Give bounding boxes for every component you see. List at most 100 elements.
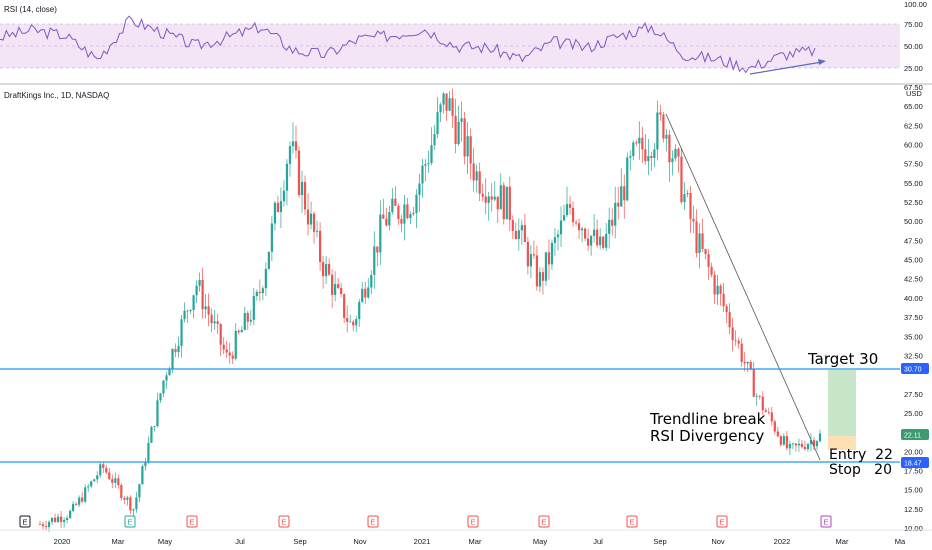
- candle-body: [174, 349, 177, 353]
- price-axis[interactable]: 67.50 65.00 62.50 60.00 57.50 55.00 52.50 50.00…: [904, 83, 923, 533]
- candle-body: [803, 447, 807, 450]
- candle-body: [328, 263, 331, 275]
- candle-body: [680, 156, 683, 203]
- candle-body: [418, 183, 421, 195]
- candle-body: [367, 287, 370, 298]
- earnings-marker[interactable]: E: [716, 515, 728, 528]
- candle-body: [84, 487, 87, 502]
- downtrend-line[interactable]: [665, 113, 821, 461]
- candle-body: [544, 252, 548, 281]
- candle-body: [590, 236, 593, 246]
- candle-body: [120, 485, 123, 499]
- candle-body: [294, 141, 298, 151]
- candle-body: [69, 510, 72, 518]
- candle-body: [56, 516, 60, 522]
- earnings-marker[interactable]: E: [538, 515, 550, 528]
- candle-body: [186, 310, 189, 312]
- candle-body: [469, 136, 472, 164]
- price-axis-label: 40.00: [904, 294, 923, 303]
- earnings-marker[interactable]: E: [626, 515, 638, 528]
- candle-body: [553, 237, 557, 243]
- candle-body: [183, 310, 186, 320]
- candle-body: [782, 436, 785, 445]
- candle-body: [165, 375, 168, 381]
- candle-body: [442, 93, 445, 105]
- candle-body: [659, 112, 662, 115]
- target-zone[interactable]: [828, 370, 856, 436]
- candle-body: [246, 313, 249, 322]
- candle-body: [300, 181, 304, 195]
- candle-body: [306, 209, 310, 225]
- candle-body: [282, 190, 286, 202]
- price-axis-label: 67.50: [904, 83, 923, 92]
- candle-body: [719, 285, 722, 294]
- price-axis-label: 65.00: [904, 102, 923, 111]
- earnings-marker[interactable]: E: [186, 515, 198, 528]
- candle-body: [815, 441, 819, 447]
- candle-body: [346, 318, 349, 322]
- candle-body: [99, 464, 102, 476]
- candle-body: [496, 196, 499, 210]
- candle-body: [331, 274, 334, 295]
- resistance-badge: [901, 363, 929, 374]
- candle-body: [526, 241, 529, 267]
- time-axis-label: Sep: [653, 537, 666, 546]
- price-axis-label: 60.00: [904, 141, 923, 150]
- time-axis[interactable]: 2020 Mar May Jul Sep Nov 2021 Mar May Jul Sep Nov 20…: [54, 537, 906, 546]
- price-panel[interactable]: DraftKings Inc., 1D, NASDAQ USD 67.50 65.…: [0, 83, 929, 533]
- candle-body: [114, 478, 117, 483]
- candle-body: [123, 498, 126, 500]
- earnings-marker[interactable]: E: [367, 515, 379, 528]
- candle-body: [611, 219, 614, 226]
- candle-body: [614, 202, 617, 226]
- candle-body: [273, 202, 277, 224]
- candle-body: [550, 242, 554, 265]
- candle-body: [312, 213, 316, 232]
- candle-body: [791, 443, 794, 445]
- candle-body: [96, 475, 99, 480]
- candle-body: [204, 306, 207, 310]
- earnings-marker[interactable]: E: [820, 515, 832, 528]
- candle-body: [704, 249, 707, 255]
- price-axis-label: 15.00: [904, 486, 923, 495]
- time-axis-label: Jul: [235, 537, 245, 546]
- earnings-marker[interactable]: E: [278, 515, 290, 528]
- candle-body: [671, 158, 674, 163]
- earnings-marker-box: [278, 515, 290, 528]
- earnings-marker[interactable]: E: [19, 515, 31, 528]
- price-axis-label: 12.50: [904, 505, 923, 514]
- candle-body: [794, 443, 798, 446]
- price-axis-label: 42.50: [904, 275, 923, 284]
- earnings-marker[interactable]: E: [467, 515, 479, 528]
- candle-body: [50, 517, 54, 522]
- price-axis-label: 47.50: [904, 236, 923, 245]
- candle-body: [394, 198, 397, 206]
- candle-body: [213, 321, 216, 324]
- candle-body: [162, 380, 165, 394]
- stop-annotation: Stop 20: [829, 462, 892, 478]
- candle-body: [478, 171, 481, 194]
- candle-body: [252, 295, 255, 320]
- candle-body: [728, 312, 731, 328]
- candle-body: [364, 288, 367, 298]
- time-axis-label: Mar: [836, 537, 849, 546]
- candle-body: [770, 412, 773, 422]
- candle-body: [722, 293, 725, 307]
- candle-body: [608, 219, 611, 234]
- candle-body: [626, 157, 629, 201]
- earnings-marker-letter: E: [281, 518, 286, 527]
- time-axis-label: May: [533, 537, 547, 546]
- candle-body: [385, 218, 388, 226]
- candle-body: [484, 196, 487, 203]
- candle-body: [400, 219, 403, 224]
- earnings-marker-box: [186, 515, 198, 528]
- stop-zone[interactable]: [828, 436, 856, 450]
- candle-body: [752, 369, 755, 397]
- candle-body: [78, 497, 81, 505]
- rsi-panel[interactable]: RSI (14, close) 100.00 75.00 50.00 25.00: [0, 0, 927, 75]
- candle-body: [818, 433, 822, 442]
- support-badge-text: 18.47: [904, 461, 922, 468]
- candle-body: [602, 236, 605, 248]
- earnings-marker[interactable]: E: [124, 515, 136, 528]
